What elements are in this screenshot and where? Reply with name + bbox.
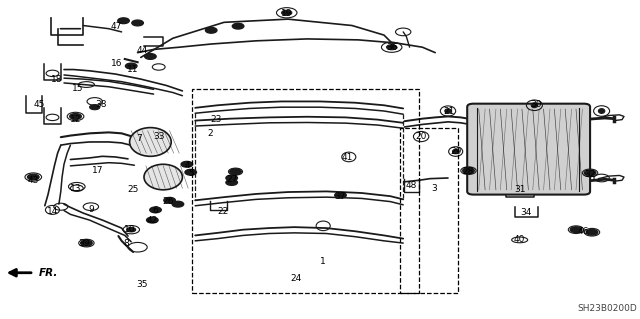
Text: 30: 30 [531, 100, 542, 109]
Text: 32: 32 [584, 170, 596, 179]
Text: 17: 17 [92, 166, 103, 175]
Circle shape [185, 169, 196, 175]
Text: 5: 5 [188, 169, 193, 178]
Text: 31: 31 [514, 185, 525, 194]
Circle shape [83, 241, 90, 245]
Ellipse shape [531, 103, 538, 108]
Circle shape [172, 201, 184, 207]
Circle shape [125, 63, 137, 69]
Circle shape [570, 227, 582, 233]
Text: 15: 15 [72, 84, 84, 93]
Text: 42: 42 [147, 216, 158, 225]
Circle shape [181, 161, 193, 167]
Circle shape [335, 192, 346, 198]
Circle shape [226, 175, 237, 181]
Circle shape [70, 114, 81, 119]
Circle shape [586, 229, 598, 235]
Text: 19: 19 [281, 9, 292, 18]
Text: 29: 29 [450, 147, 461, 156]
Text: 39: 39 [79, 239, 90, 248]
Circle shape [127, 227, 136, 232]
Text: 44: 44 [136, 46, 148, 55]
Circle shape [147, 217, 158, 223]
Bar [400, 128, 458, 293]
Text: 20: 20 [415, 132, 427, 141]
Ellipse shape [144, 164, 182, 190]
Text: 25: 25 [127, 185, 139, 194]
Text: 9: 9 [88, 205, 93, 214]
Text: 38: 38 [95, 100, 107, 109]
Text: 8: 8 [124, 239, 129, 248]
Text: 41: 41 [341, 153, 353, 162]
Text: 33: 33 [153, 132, 164, 141]
Circle shape [28, 174, 39, 180]
Circle shape [387, 45, 397, 50]
Circle shape [205, 27, 217, 33]
Text: 47: 47 [111, 22, 122, 31]
Text: 46: 46 [578, 227, 589, 236]
Text: FR.: FR. [38, 268, 58, 278]
Text: 6: 6 [153, 206, 158, 215]
Text: 34: 34 [520, 208, 532, 217]
Circle shape [118, 18, 129, 24]
Text: 37: 37 [335, 192, 346, 201]
Text: 18: 18 [51, 75, 62, 84]
Text: 26: 26 [162, 197, 173, 206]
Text: 13: 13 [70, 184, 81, 193]
Text: 21: 21 [444, 107, 455, 115]
Text: 36: 36 [386, 43, 397, 52]
Text: 11: 11 [127, 65, 139, 74]
Circle shape [81, 240, 92, 246]
Text: 43: 43 [28, 176, 39, 185]
Circle shape [132, 20, 143, 26]
Ellipse shape [452, 149, 459, 154]
Text: 23: 23 [211, 115, 222, 124]
Circle shape [226, 180, 237, 185]
Text: 45: 45 [34, 100, 45, 109]
Text: SH23B0200D: SH23B0200D [577, 304, 637, 313]
Text: 22: 22 [217, 207, 228, 216]
Circle shape [463, 168, 474, 174]
Circle shape [90, 105, 100, 110]
Circle shape [164, 197, 175, 203]
Text: 16: 16 [111, 59, 123, 68]
Text: 35: 35 [136, 280, 148, 289]
Circle shape [232, 23, 244, 29]
Text: 24: 24 [290, 274, 301, 283]
Text: 4: 4 [184, 161, 189, 170]
FancyBboxPatch shape [467, 104, 590, 195]
Ellipse shape [129, 128, 172, 156]
Text: 3: 3 [431, 184, 436, 193]
Text: 28: 28 [463, 167, 474, 176]
Bar [192, 89, 419, 293]
Text: 14: 14 [47, 207, 58, 216]
Text: 1: 1 [321, 257, 326, 266]
Circle shape [150, 207, 161, 213]
Circle shape [584, 170, 596, 176]
Text: 10: 10 [124, 225, 135, 234]
Text: 7: 7 [137, 134, 142, 143]
Ellipse shape [445, 109, 451, 113]
Ellipse shape [598, 108, 605, 114]
Circle shape [145, 54, 156, 59]
Text: 40: 40 [514, 235, 525, 244]
Text: 27: 27 [226, 175, 237, 184]
Text: 2: 2 [207, 130, 212, 138]
Circle shape [230, 169, 241, 174]
Circle shape [282, 10, 292, 15]
Text: 12: 12 [70, 115, 81, 124]
Text: 48: 48 [405, 181, 417, 190]
